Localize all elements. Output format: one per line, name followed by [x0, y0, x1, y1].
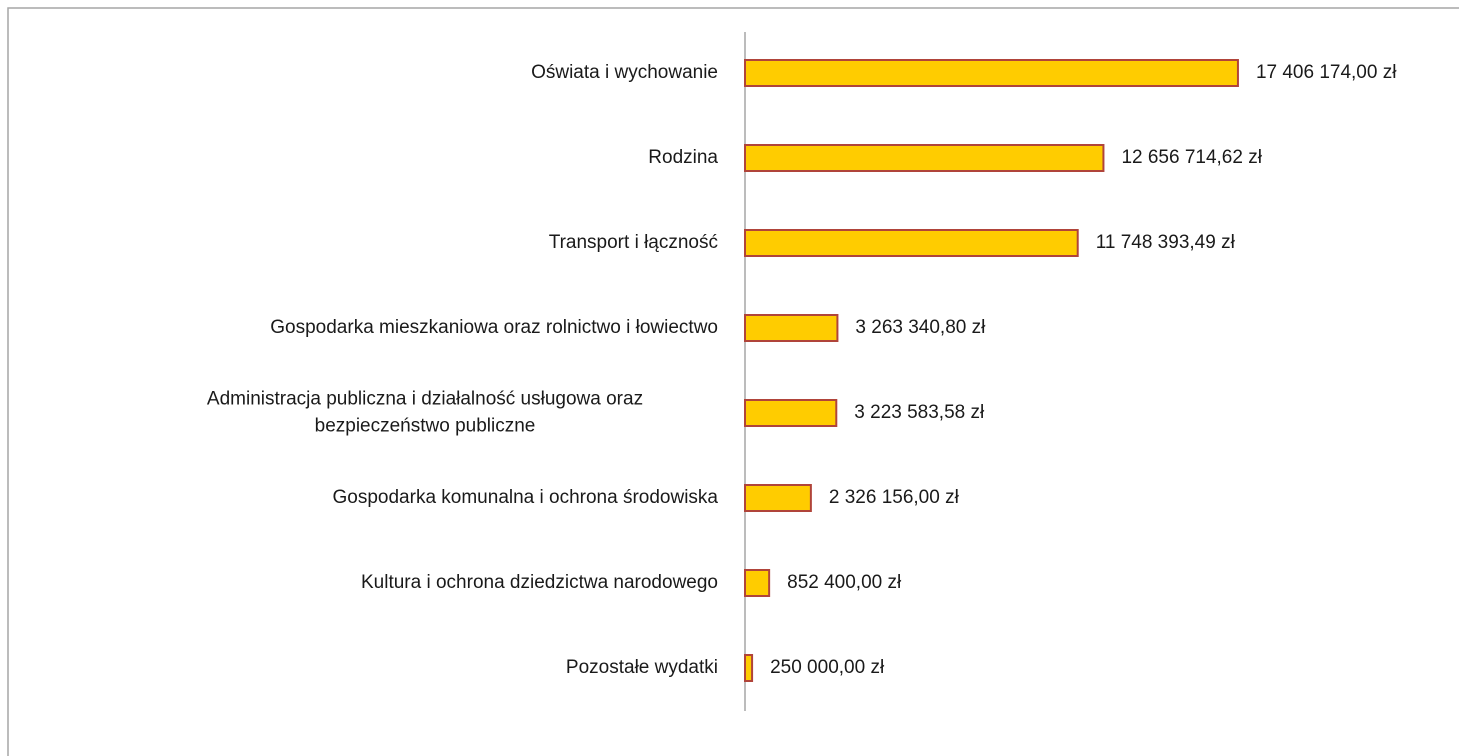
category-label-line: bezpieczeństwo publiczne: [315, 416, 536, 437]
bar: [744, 654, 754, 682]
bar: [744, 59, 1239, 87]
category-label: Transport i łączność: [549, 232, 718, 253]
value-label: 12 656 714,62 zł: [1121, 147, 1262, 168]
category-label: Pozostałe wydatki: [566, 657, 718, 678]
bar: [744, 314, 839, 342]
value-label: 3 223 583,58 zł: [854, 402, 985, 423]
value-label: 3 263 340,80 zł: [855, 317, 986, 338]
category-label: Gospodarka mieszkaniowa oraz rolnictwo i…: [270, 317, 718, 338]
bar: [744, 229, 1079, 257]
category-label: Oświata i wychowanie: [531, 62, 718, 83]
category-label: Gospodarka komunalna i ochrona środowisk…: [333, 487, 719, 508]
bar: [744, 569, 771, 597]
value-label: 2 326 156,00 zł: [829, 487, 960, 508]
category-label: Kultura i ochrona dziedzictwa narodowego: [361, 572, 718, 593]
value-label: 852 400,00 zł: [787, 572, 902, 593]
bar: [744, 144, 1105, 172]
bar: [744, 484, 812, 512]
chart-frame: [7, 7, 1459, 756]
category-label: Rodzina: [648, 147, 718, 168]
value-label: 11 748 393,49 zł: [1096, 232, 1236, 253]
category-label-line: Administracja publiczna i działalność us…: [207, 389, 643, 410]
category-label: Administracja publiczna i działalność us…: [207, 389, 643, 437]
value-label: 250 000,00 zł: [770, 657, 885, 678]
value-label: 17 406 174,00 zł: [1256, 62, 1397, 83]
bar: [744, 399, 838, 427]
